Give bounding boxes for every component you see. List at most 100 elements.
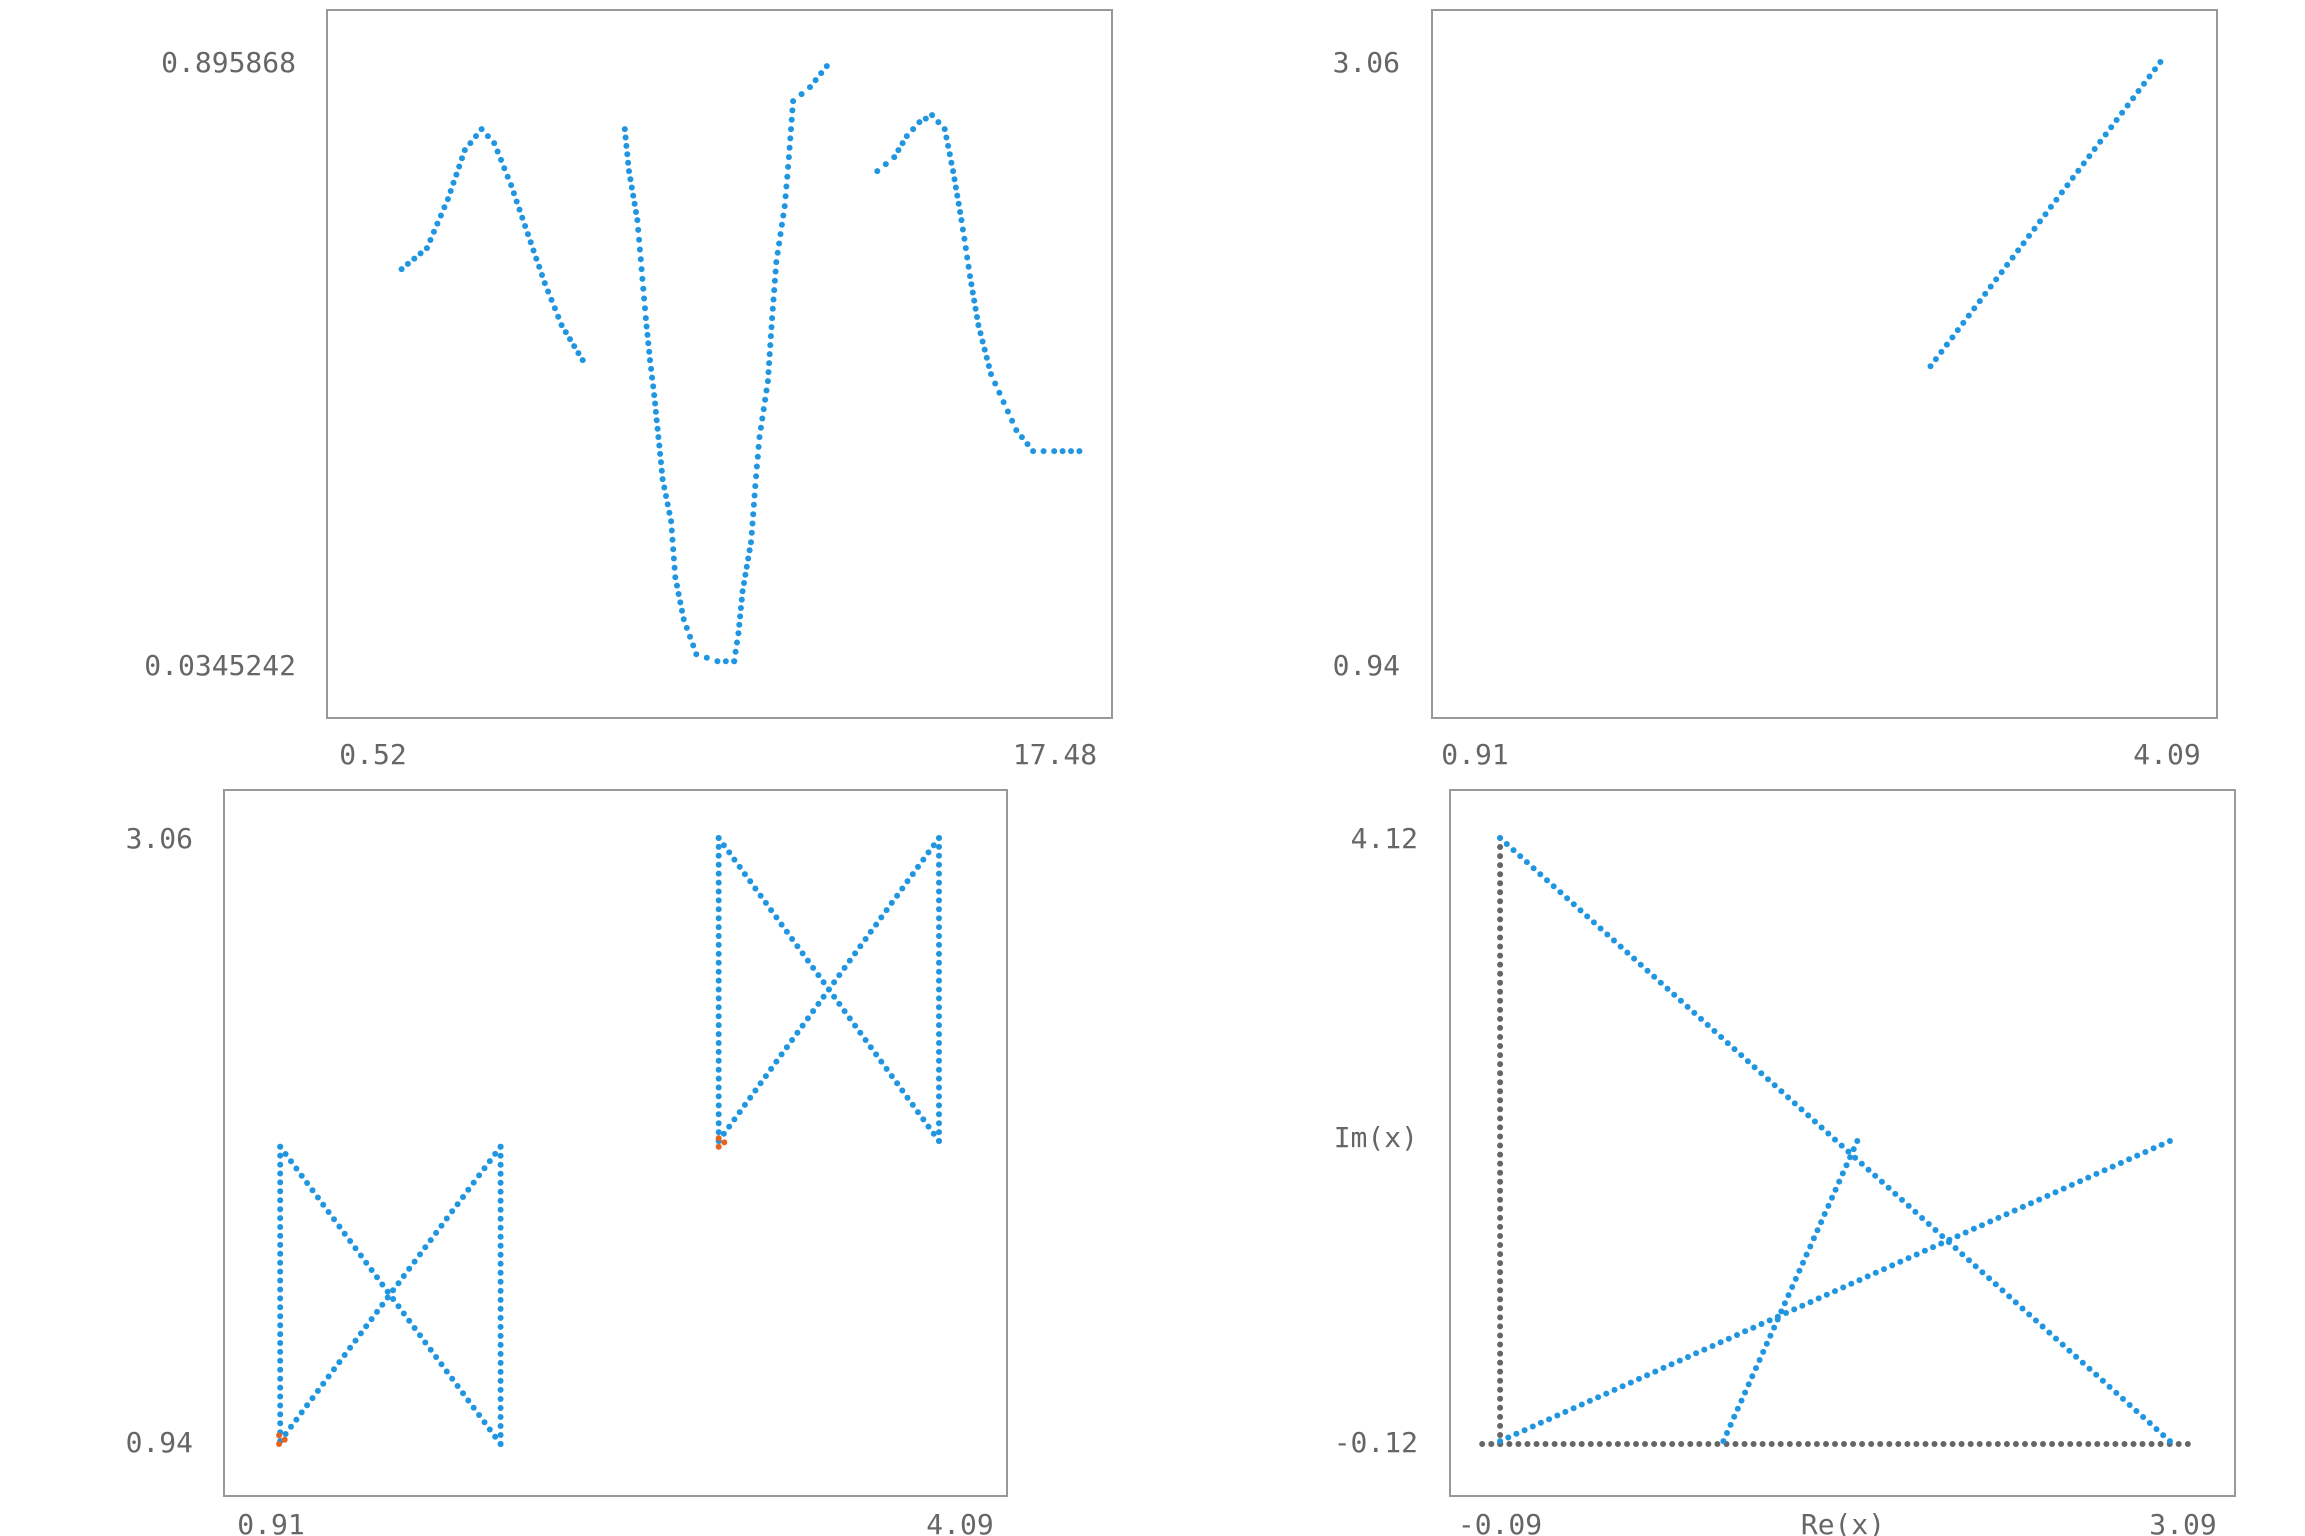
chart-3-series-0-seg-0-point-21 <box>1669 1441 1676 1447</box>
chart-2-series-0-seg-2-point-9 <box>325 1373 332 1380</box>
chart-3-series-0-seg-1-point-57 <box>1497 925 1504 932</box>
chart-3-series-1-seg-0-point-49 <box>1825 1130 1832 1137</box>
chart-bottom-right: 4.12 -0.12 Im(x) -0.09 Re(x) 3.09 <box>1334 789 2236 1536</box>
chart-2-series-0-seg-5-point-1 <box>720 842 727 849</box>
chart-3-series-0-seg-1-point-47 <box>1497 1015 1504 1022</box>
chart-2-series-0-seg-2-point-32 <box>449 1208 456 1215</box>
chart-0-series-0-seg-0-point-19 <box>478 126 485 133</box>
chart-0-series-0-seg-2-point-32 <box>765 369 772 376</box>
chart-2-series-0-seg-5-point-31 <box>878 1058 885 1065</box>
chart-top-right-xtick-min: 0.91 <box>1441 738 1508 771</box>
chart-3-series-1-seg-1-point-82 <box>2166 1138 2173 1144</box>
chart-3-series-1-seg-0-point-76 <box>2006 1293 2013 1300</box>
chart-3-series-0-seg-1-point-2 <box>1497 1422 1504 1429</box>
chart-3-series-0-seg-1-point-9 <box>1497 1359 1504 1366</box>
chart-3-series-1-seg-2-point-34 <box>1843 1162 1850 1169</box>
chart-2-series-0-seg-5-point-30 <box>873 1051 880 1058</box>
chart-2-series-0-seg-1-point-2 <box>288 1158 294 1165</box>
chart-3-series-0-seg-1-point-19 <box>1497 1269 1504 1276</box>
chart-3-series-0-seg-0-point-37 <box>1813 1441 1820 1447</box>
chart-2-series-0-seg-0-point-21 <box>277 1250 284 1257</box>
chart-2-series-0-seg-7-point-3 <box>936 1111 942 1118</box>
chart-2-series-0-seg-5-point-4 <box>736 863 743 870</box>
chart-2-series-0-seg-5-point-25 <box>846 1015 853 1022</box>
chart-2-series-0-seg-6-point-4 <box>736 1109 743 1116</box>
chart-0-series-0-seg-3-point-32 <box>972 305 979 312</box>
chart-3-series-0-seg-0-point-48 <box>1913 1441 1920 1447</box>
chart-0-series-0-seg-2-point-26 <box>757 424 764 431</box>
chart-0-series-0-seg-3-point-27 <box>965 263 972 270</box>
chart-3-series-1-seg-0-point-91 <box>2106 1383 2113 1390</box>
chart-2-series-0-seg-2-point-13 <box>347 1344 354 1351</box>
chart-2-series-0-seg-7-point-24 <box>936 924 942 931</box>
chart-3-series-0-seg-1-point-42 <box>1497 1061 1504 1068</box>
chart-top-left-marks <box>398 63 1083 665</box>
chart-3-series-1-seg-0-point-60 <box>1899 1196 1905 1203</box>
chart-2-series-0-seg-5-point-14 <box>789 936 796 942</box>
chart-2-series-0-seg-1-point-24 <box>406 1317 413 1324</box>
chart-3-series-1-seg-1-point-46 <box>1872 1269 1879 1276</box>
chart-3-series-0-seg-0-point-12 <box>1587 1441 1594 1447</box>
chart-2-series-0-seg-4-point-1 <box>715 1129 722 1136</box>
chart-0-series-0-seg-1-point-37 <box>657 450 664 457</box>
chart-0-series-0-seg-0-point-44 <box>562 329 569 336</box>
chart-2-series-0-seg-3-point-30 <box>497 1170 504 1177</box>
chart-2-series-0-seg-3-point-8 <box>497 1368 504 1375</box>
chart-3-series-1-seg-1-point-51 <box>1913 1251 1920 1258</box>
chart-2-series-0-seg-6-point-24 <box>841 964 848 971</box>
chart-0-series-0-seg-1-point-20 <box>642 305 648 312</box>
chart-0-series-0-seg-0-point-20 <box>484 133 491 140</box>
chart-1-series-0-seg-0-point-37 <box>2130 95 2137 102</box>
chart-3-series-0-seg-0-point-23 <box>1687 1441 1694 1447</box>
chart-1-series-0-seg-0-point-31 <box>2097 138 2104 145</box>
chart-3-series-0-seg-0-point-3 <box>1506 1441 1513 1447</box>
chart-3-series-0-seg-1-point-3 <box>1497 1413 1504 1420</box>
chart-3-series-1-seg-2-point-13 <box>1767 1332 1774 1339</box>
chart-3-series-1-seg-1-point-49 <box>1897 1258 1904 1265</box>
chart-bottom-right-xtick-max: 3.09 <box>2149 1508 2216 1536</box>
chart-3-series-1-seg-1-point-47 <box>1881 1266 1887 1273</box>
chart-3-series-1-seg-0-point-42 <box>1778 1088 1785 1095</box>
chart-2-series-0-seg-2-point-23 <box>400 1273 407 1279</box>
chart-3-series-0-seg-0-point-29 <box>1741 1441 1748 1447</box>
chart-0-series-0-seg-1-point-35 <box>655 434 662 441</box>
chart-2-series-0-seg-5-point-17 <box>804 957 811 964</box>
chart-0-series-0-seg-0-point-30 <box>519 214 526 221</box>
chart-0-series-0-seg-1-point-16 <box>638 266 645 273</box>
chart-0-series-0-seg-3-point-12 <box>943 134 950 141</box>
chart-3-series-0-seg-1-point-31 <box>1497 1160 1504 1167</box>
chart-0-series-0-seg-0-point-8 <box>437 212 444 219</box>
chart-top-left-xtick-max: 17.48 <box>1013 738 1097 771</box>
chart-2-series-0-seg-7-point-4 <box>936 1102 942 1109</box>
chart-2-series-0-seg-1-point-0 <box>277 1143 284 1150</box>
chart-3-series-0-seg-1-point-13 <box>1497 1323 1504 1330</box>
chart-2-series-0-seg-5-point-16 <box>799 950 806 957</box>
chart-2-series-0-seg-4-point-18 <box>715 977 722 984</box>
chart-3-series-0-seg-1-point-24 <box>1497 1223 1504 1230</box>
chart-bottom-right-ytick-max: 4.12 <box>1351 822 1418 855</box>
chart-3-series-0-seg-0-point-10 <box>1569 1441 1576 1447</box>
chart-3-series-1-seg-0-point-89 <box>2093 1371 2100 1378</box>
chart-2-series-0-seg-1-point-34 <box>460 1390 466 1397</box>
chart-0-series-0-seg-2-point-24 <box>755 443 762 450</box>
chart-2-series-0-seg-3-point-10 <box>497 1350 504 1357</box>
chart-3-series-0-seg-0-point-40 <box>1841 1441 1847 1447</box>
chart-3-series-0-seg-1-point-14 <box>1497 1314 1504 1321</box>
chart-3-series-0-seg-0-point-9 <box>1560 1441 1567 1447</box>
chart-2-series-0-seg-3-point-31 <box>497 1161 504 1168</box>
chart-3-series-1-seg-0-point-84 <box>2059 1341 2066 1348</box>
chart-3-series-0-seg-1-point-27 <box>1497 1196 1504 1203</box>
chart-3-series-0-seg-1-point-30 <box>1497 1169 1504 1176</box>
chart-0-series-0-seg-0-point-24 <box>501 165 508 172</box>
chart-top-left-ytick-min: 0.0345242 <box>144 649 296 682</box>
chart-1-series-0-seg-0-point-22 <box>2047 203 2054 210</box>
chart-1-series-0-seg-0-point-9 <box>1976 298 1983 305</box>
chart-3-series-1-seg-0-point-53 <box>1852 1154 1859 1161</box>
chart-0-series-0-seg-0-point-45 <box>567 336 573 343</box>
chart-3-series-0-seg-1-point-59 <box>1497 907 1504 914</box>
chart-0-series-0-seg-1-point-36 <box>656 442 663 449</box>
chart-3-series-1-seg-0-point-100 <box>2166 1438 2173 1445</box>
chart-2-series-0-seg-1-point-6 <box>309 1187 316 1194</box>
chart-3-series-0-seg-1-point-40 <box>1497 1079 1504 1086</box>
chart-2-series-0-seg-3-point-29 <box>497 1179 504 1186</box>
